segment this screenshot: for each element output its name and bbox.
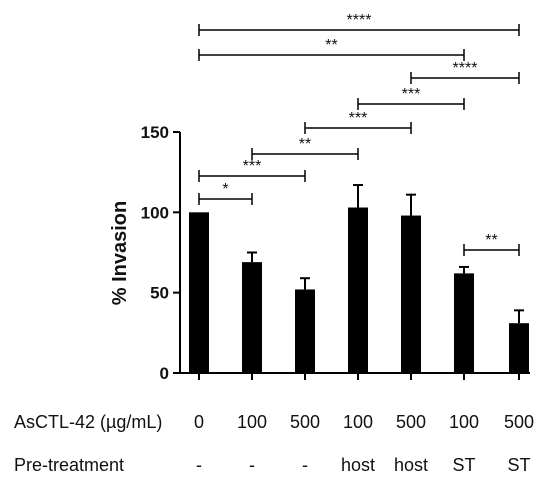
sig-label: **** xyxy=(347,12,372,29)
bar xyxy=(242,262,262,373)
x-category-label: - xyxy=(249,455,255,475)
sig-label: ** xyxy=(299,136,311,153)
x-category-label: 100 xyxy=(449,412,479,432)
x-category-label: ST xyxy=(452,455,475,475)
x-category-label: - xyxy=(302,455,308,475)
sig-label: *** xyxy=(349,110,368,127)
bar xyxy=(348,207,368,373)
x-category-label: 500 xyxy=(290,412,320,432)
x-category-label: host xyxy=(341,455,375,475)
category-rows: AsCTL-42 (µg/mL) 0 100 500 100 500 100 500 Pre-t… xyxy=(14,412,534,475)
y-tick-label: 150 xyxy=(141,123,169,142)
y-tick-label: 0 xyxy=(160,364,169,383)
x-category-label: 100 xyxy=(237,412,267,432)
bar xyxy=(509,323,529,373)
bar xyxy=(401,215,421,373)
significance-brackets: ************************ xyxy=(198,12,520,256)
sig-label: ** xyxy=(325,37,337,54)
row-label: Pre-treatment xyxy=(14,455,124,475)
x-category-label: 500 xyxy=(396,412,426,432)
sig-label: * xyxy=(222,181,228,198)
sig-label: *** xyxy=(243,158,262,175)
y-axis-label: % Invasion xyxy=(109,201,131,305)
y-tick-label: 100 xyxy=(141,203,169,222)
bar xyxy=(454,273,474,373)
sig-label: *** xyxy=(402,86,421,103)
x-category-label: 0 xyxy=(194,412,204,432)
x-category-label: - xyxy=(196,455,202,475)
x-category-label: host xyxy=(394,455,428,475)
x-category-label: 500 xyxy=(504,412,534,432)
row-label: AsCTL-42 (µg/mL) xyxy=(14,412,162,432)
bar xyxy=(189,212,209,373)
sig-label: ** xyxy=(485,232,497,249)
sig-label: **** xyxy=(453,60,478,77)
x-category-label: 100 xyxy=(343,412,373,432)
axes: 0 50 100 150 xyxy=(141,123,530,383)
bar xyxy=(295,289,315,373)
bars xyxy=(189,184,529,373)
x-category-label: ST xyxy=(507,455,530,475)
y-tick-label: 50 xyxy=(150,284,169,303)
